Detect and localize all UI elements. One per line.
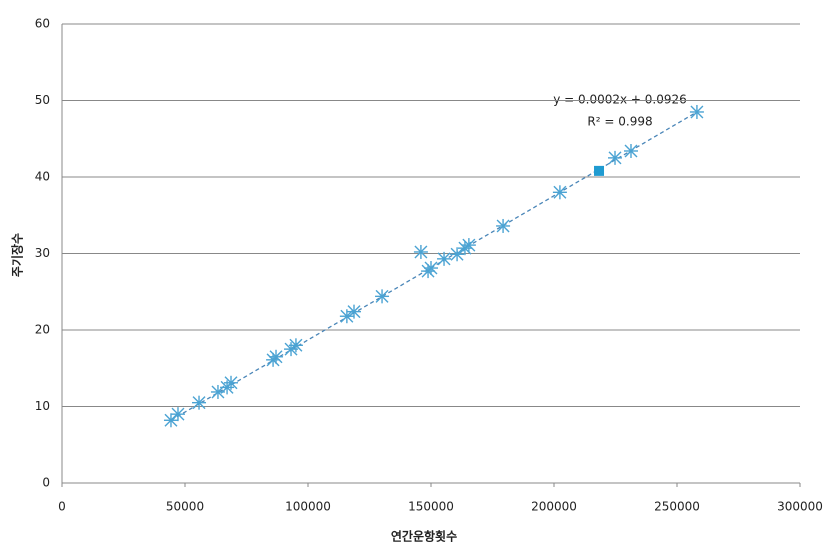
point [224,375,239,390]
y-tick-label: 30 [35,246,50,260]
y-tick-label: 60 [35,17,50,31]
y-tick-label: 20 [35,323,50,337]
point [424,261,438,276]
point [689,104,704,119]
trend-equation: y = 0.0002x + 0.0926 [553,93,687,107]
point [170,407,185,422]
point [192,395,207,410]
x-tick-label: 0 [58,500,66,514]
point [450,247,465,262]
point [461,238,476,253]
y-tick-label: 40 [35,170,50,184]
point [347,304,362,319]
x-tick-label: 150000 [408,500,454,514]
y-tick-label: 0 [42,476,50,490]
x-tick-label: 50000 [166,500,204,514]
point [594,165,605,176]
x-tick-label: 100000 [285,500,331,514]
r-squared: R² = 0.998 [587,115,652,129]
point [623,143,638,158]
point [269,349,284,364]
point [413,244,428,259]
x-tick-label: 250000 [654,500,700,514]
point [375,289,390,304]
point [496,218,511,233]
point [552,185,567,200]
point [608,150,623,165]
x-tick-label: 200000 [531,500,577,514]
y-tick-label: 50 [35,93,50,107]
y-tick-label: 10 [35,399,50,413]
point [437,251,452,266]
x-tick-label: 300000 [777,500,823,514]
x-axis-label: 연간운항횟수 [391,529,457,544]
point [288,338,303,353]
y-axis-label: 주기장수 [10,233,25,277]
